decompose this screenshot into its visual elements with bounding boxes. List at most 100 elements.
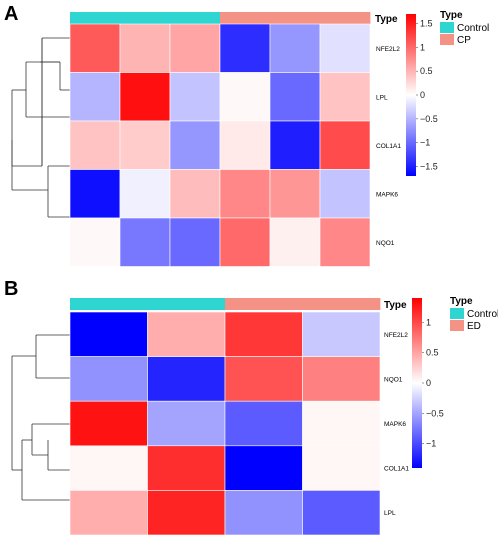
- dendrogram-branch: [21, 440, 70, 501]
- heatmap-cell: [219, 217, 271, 267]
- heatmap-cell: [319, 120, 371, 170]
- heatmap-cell: [319, 72, 371, 122]
- heatmap-cell: [319, 23, 371, 73]
- color-scale-bar: [412, 298, 422, 468]
- type-legend-swatch: [450, 308, 464, 319]
- heatmap-cell: [119, 23, 171, 73]
- heatmap-cell: [269, 217, 321, 267]
- heatmap-cell: [169, 120, 221, 170]
- color-scale-tick-label: 0.5: [426, 348, 439, 358]
- annotation-cell: [147, 298, 226, 310]
- color-scale-tick-label: −0.5: [420, 114, 438, 124]
- heatmap-cell: [302, 356, 381, 402]
- dendrogram-branch: [35, 334, 70, 379]
- panel-b-label: B: [4, 278, 18, 300]
- type-annotation-bar-a: [70, 12, 371, 24]
- heatmap-cell: [69, 217, 121, 267]
- heatmap-cell: [69, 356, 148, 402]
- color-scale-tick-label: 0: [426, 378, 431, 388]
- heatmap-cell: [302, 490, 381, 536]
- type-legend-swatch: [450, 320, 464, 331]
- heatmap-cell: [302, 311, 381, 357]
- heatmap-cell: [147, 400, 226, 447]
- panel-a-label: A: [4, 3, 18, 25]
- row-label: COL1A1: [376, 143, 401, 150]
- heatmap-cell: [69, 311, 148, 357]
- heatmap-cell: [147, 311, 226, 357]
- heatmap-cell: [224, 356, 303, 402]
- heatmap-cell: [224, 400, 303, 447]
- color-scale-tick-label: 0.5: [420, 66, 433, 76]
- annotation-cell: [225, 298, 303, 310]
- annotation-cell: [120, 12, 171, 24]
- row-label: LPL: [384, 510, 396, 517]
- annotation-header-a: Type: [375, 14, 398, 25]
- heatmap-cell: [169, 169, 221, 219]
- dendrogram-branch: [31, 423, 70, 455]
- heatmap-cell: [169, 217, 221, 267]
- heatmap-cell: [224, 311, 303, 357]
- row-labels-a: NFE2L2 LPL COL1A1 MAPK6 NQO1: [376, 46, 401, 247]
- heatmap-cell: [119, 217, 171, 267]
- row-label: NFE2L2: [384, 332, 408, 339]
- heatmap-cell: [119, 120, 171, 170]
- heatmap-cell: [269, 72, 321, 122]
- annotation-cell: [70, 298, 148, 310]
- row-label: MAPK6: [384, 421, 406, 428]
- annotation-header-b: Type: [384, 300, 407, 311]
- heatmap-cells-a: [69, 23, 371, 267]
- row-dendrogram-b: [11, 334, 70, 501]
- color-scale-tick-label: −1.5: [420, 161, 438, 171]
- type-legend-title: Type: [450, 296, 473, 307]
- heatmap-cell: [69, 490, 148, 536]
- row-label: NFE2L2: [376, 46, 400, 53]
- heatmap-cell: [219, 169, 271, 219]
- annotation-cell: [320, 12, 371, 24]
- row-label: COL1A1: [384, 466, 409, 473]
- color-scale-bar: [406, 14, 416, 176]
- heatmap-cell: [169, 72, 221, 122]
- color-scale-tick-label: 1: [420, 42, 425, 52]
- heatmap-cell: [302, 445, 381, 491]
- annotation-cell: [302, 298, 381, 310]
- color-scale-tick-label: −0.5: [426, 408, 444, 418]
- panel-b: B Type NFE2L2 NQO1 MAPK6 COL1A1 LPL 1 0.5 0 −0.…: [4, 278, 498, 536]
- heatmap-cell: [219, 23, 271, 73]
- heatmap-cell: [69, 72, 121, 122]
- heatmap-cell: [269, 120, 321, 170]
- color-scale-tick-label: 0: [420, 90, 425, 100]
- heatmap-cell: [147, 490, 226, 536]
- color-scale-tick-label: −1: [420, 138, 430, 148]
- color-scale-tick-label: −1: [426, 439, 436, 449]
- heatmap-cell: [69, 445, 148, 491]
- heatmap-cell: [147, 445, 226, 491]
- heatmap-cell: [219, 72, 271, 122]
- heatmap-cell: [269, 23, 321, 73]
- color-scale-tick-label: 1: [426, 317, 431, 327]
- heatmap-cell: [69, 23, 121, 73]
- annotation-cell: [170, 12, 221, 24]
- heatmap-cell: [219, 120, 271, 170]
- row-label: NQO1: [376, 240, 395, 247]
- heatmap-cell: [147, 356, 226, 402]
- color-scale-tick-label: 1.5: [420, 19, 433, 29]
- type-legend-swatch: [440, 22, 454, 33]
- row-label: NQO1: [384, 376, 403, 383]
- heatmap-cell: [69, 169, 121, 219]
- type-legend-swatch: [440, 34, 454, 45]
- heatmap-cell: [69, 120, 121, 170]
- heatmap-cell: [319, 217, 371, 267]
- row-dendrogram-a: [11, 37, 70, 218]
- annotation-cell: [70, 12, 121, 24]
- heatmap-cells-b: [69, 311, 381, 536]
- heatmap-cell: [169, 23, 221, 73]
- heatmap-cell: [224, 445, 303, 491]
- type-annotation-bar-b: [70, 298, 381, 310]
- row-label: MAPK6: [376, 191, 398, 198]
- heatmap-cell: [119, 72, 171, 122]
- type-legend-label: Control: [457, 23, 489, 34]
- row-labels-b: NFE2L2 NQO1 MAPK6 COL1A1 LPL: [384, 332, 409, 517]
